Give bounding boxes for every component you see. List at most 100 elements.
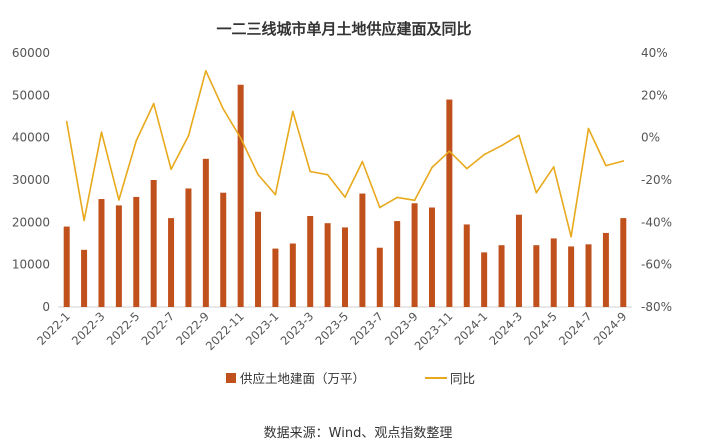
- x-tick-label: 2022-11: [203, 309, 247, 353]
- yoy-point: [570, 235, 572, 238]
- yoy-point: [396, 196, 398, 199]
- bar: [150, 180, 157, 307]
- yoy-point: [552, 166, 555, 168]
- yoy-point: [274, 193, 277, 196]
- x-tick-label: 2023-11: [412, 309, 456, 353]
- yoy-point: [187, 134, 190, 137]
- bar: [168, 218, 175, 307]
- yoy-point: [448, 150, 451, 153]
- source-note: 数据来源：Wind、观点指数整理: [263, 426, 453, 441]
- legend-bar-label: 供应土地建面（万平）: [240, 371, 365, 386]
- y-right-tick-label: 20%: [641, 88, 668, 102]
- y-right-tick-label: -40%: [641, 215, 672, 229]
- x-tick-label: 2024-5: [521, 309, 560, 348]
- yoy-point: [413, 199, 416, 202]
- bar: [81, 249, 88, 307]
- bar: [515, 214, 522, 307]
- bar: [620, 218, 627, 307]
- y-right-tick-label: -80%: [641, 300, 672, 314]
- chart-title: 一二三线城市单月土地供应建面及同比: [216, 20, 471, 38]
- bar: [202, 158, 209, 307]
- yoy-point: [587, 127, 590, 130]
- x-tick-label: 2023-1: [243, 309, 282, 348]
- bar: [411, 203, 418, 307]
- x-tick-label: 2023-5: [312, 309, 351, 348]
- x-tick-label: 2024-9: [591, 309, 630, 348]
- x-tick-label: 2023-7: [347, 309, 386, 348]
- x-tick-label: 2024-1: [452, 309, 491, 348]
- yoy-point: [152, 102, 155, 105]
- yoy-point: [465, 167, 468, 170]
- bar: [550, 238, 557, 307]
- yoy-point: [344, 196, 346, 198]
- yoy-point: [205, 69, 207, 72]
- yoy-point: [83, 219, 85, 222]
- x-tick-label: 2024-7: [556, 309, 595, 348]
- x-tick-label: 2024-3: [486, 309, 525, 348]
- x-tick-label: 2022-3: [69, 309, 108, 348]
- bar: [185, 188, 192, 307]
- y-left-tick-label: 20000: [12, 215, 50, 229]
- bar: [376, 247, 383, 307]
- bar: [255, 211, 262, 307]
- bar: [533, 245, 540, 307]
- bar: [446, 99, 453, 307]
- bar: [394, 221, 401, 307]
- x-tick-label: 2022-1: [34, 309, 73, 348]
- bar: [289, 243, 296, 307]
- yoy-point: [222, 108, 225, 110]
- bar: [115, 205, 122, 307]
- bar: [220, 192, 227, 307]
- y-left-tick-label: 30000: [12, 173, 50, 187]
- yoy-point: [535, 191, 538, 194]
- bar: [324, 223, 331, 307]
- bar: [568, 246, 575, 307]
- legend-bar-swatch: [226, 373, 236, 383]
- y-right-tick-label: 40%: [641, 46, 668, 60]
- x-tick-label: 2022-5: [104, 309, 143, 348]
- y-left-tick-label: 40000: [12, 131, 50, 145]
- bar: [428, 207, 435, 307]
- y-left-tick-label: 10000: [12, 258, 50, 272]
- yoy-point: [65, 120, 68, 123]
- yoy-point: [135, 139, 138, 142]
- bar: [602, 232, 609, 307]
- yoy-point: [100, 131, 103, 133]
- yoy-point: [378, 206, 381, 209]
- y-left-tick-label: 50000: [12, 88, 50, 102]
- x-tick-label: 2022-7: [138, 309, 177, 348]
- yoy-point: [309, 170, 312, 173]
- bar: [498, 245, 505, 307]
- yoy-point: [483, 153, 485, 156]
- bar: [237, 84, 244, 307]
- y-left-tick-label: 0: [42, 300, 50, 314]
- y-right-tick-label: -20%: [641, 173, 672, 187]
- bar: [307, 215, 314, 307]
- yoy-point: [170, 168, 172, 171]
- bar: [272, 248, 279, 307]
- yoy-point: [257, 173, 259, 176]
- yoy-point: [500, 144, 503, 147]
- bar: [63, 226, 70, 307]
- yoy-point: [292, 110, 294, 113]
- bar: [481, 252, 488, 307]
- bar: [98, 199, 105, 307]
- bar: [342, 227, 348, 307]
- bar: [359, 193, 366, 307]
- legend-line-label: 同比: [450, 371, 475, 386]
- yoy-point: [239, 137, 242, 139]
- yoy-point: [326, 173, 329, 176]
- bar: [463, 224, 470, 307]
- y-right-tick-label: 0%: [641, 131, 660, 145]
- y-left-tick-label: 60000: [12, 46, 50, 60]
- yoy-point: [518, 134, 520, 137]
- yoy-point: [622, 160, 625, 162]
- yoy-line: [65, 70, 624, 238]
- bar: [585, 244, 592, 307]
- x-tick-label: 2023-3: [278, 309, 317, 348]
- yoy-point: [605, 164, 607, 167]
- yoy-point: [361, 160, 364, 163]
- yoy-point: [118, 199, 120, 201]
- yoy-point: [431, 166, 433, 169]
